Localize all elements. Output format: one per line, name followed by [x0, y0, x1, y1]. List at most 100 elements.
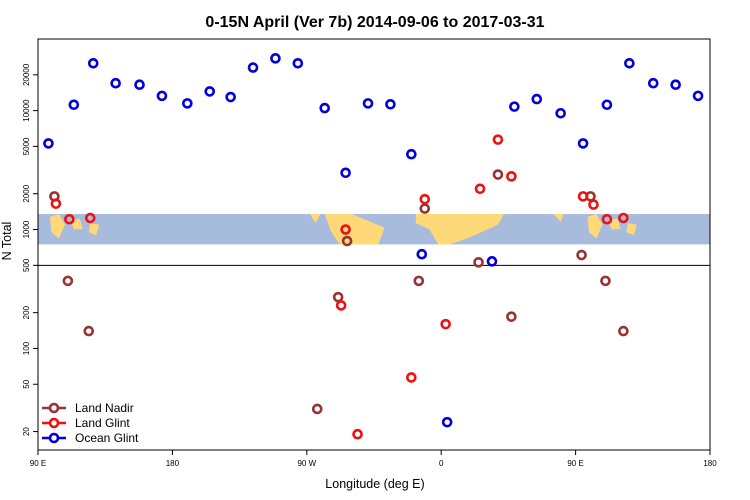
- land-nadir-point: [576, 249, 587, 261]
- land-glint-point: [440, 318, 451, 330]
- land-nadir-point: [311, 403, 323, 415]
- map-land: [415, 214, 504, 245]
- ocean-glint-point: [270, 53, 281, 64]
- land-glint-point: [419, 193, 431, 205]
- legend-swatch-marker: [48, 417, 60, 429]
- x-tick-label: 180: [703, 459, 717, 468]
- map-land: [49, 214, 65, 239]
- x-tick-label: 90 E: [567, 459, 583, 468]
- ocean-glint-point: [225, 91, 236, 103]
- y-tick-label: 1000: [22, 220, 31, 238]
- land-glint-point: [406, 372, 417, 383]
- map-land: [88, 223, 100, 236]
- y-tick-label: 500: [22, 258, 31, 272]
- ocean-glint-point: [555, 107, 566, 119]
- legend-label: Land Nadir: [75, 401, 134, 415]
- y-tick-label: 100: [22, 341, 31, 355]
- ocean-glint-point: [406, 148, 417, 160]
- land-nadir-point: [600, 275, 611, 287]
- ocean-glint-point: [441, 416, 453, 428]
- ocean-glint-point: [43, 138, 54, 149]
- land-glint-point: [64, 213, 75, 225]
- y-axis-label: N Total: [0, 222, 14, 261]
- chart-title: 0-15N April (Ver 7b) 2014-09-06 to 2017-…: [205, 14, 544, 31]
- x-tick-label: 90 W: [297, 459, 316, 468]
- x-axis: 90 E 180 90 W 0 90 E 180: [30, 450, 717, 468]
- y-tick-label: 20000: [22, 63, 31, 86]
- ocean-glint-point: [87, 57, 99, 69]
- ocean-glint-point: [601, 99, 613, 111]
- land-glint-point: [506, 171, 517, 182]
- land-glint-point: [474, 183, 486, 195]
- land-nadir-point: [341, 235, 353, 247]
- ocean-glint-point: [204, 86, 216, 97]
- land-glint-point: [340, 224, 351, 235]
- map-land: [553, 214, 564, 222]
- land-nadir-point: [332, 291, 344, 303]
- land-nadir-point: [618, 325, 629, 337]
- x-tick-label: 180: [166, 459, 180, 468]
- x-tick-label: 90 E: [30, 459, 46, 468]
- legend-item-ocean-glint: Ocean Glint: [42, 431, 139, 445]
- legend-label: Ocean Glint: [75, 431, 139, 445]
- plot-frame: [37, 38, 711, 451]
- land-glint-point: [588, 199, 599, 210]
- legend-item-land-nadir: Land Nadir: [42, 401, 134, 415]
- ocean-glint-point: [362, 98, 374, 109]
- ocean-glint-point: [624, 57, 635, 69]
- x-tick-label: 0: [439, 459, 444, 468]
- land-nadir-point: [473, 257, 484, 268]
- y-tick-label: 20: [22, 427, 31, 436]
- land-glint-point: [50, 198, 62, 209]
- y-tick-label: 10000: [22, 99, 31, 122]
- ocean-glint-point: [577, 138, 589, 149]
- ocean-glint-point: [247, 62, 259, 73]
- map-land: [309, 214, 321, 224]
- y-axis: 20 50 100 200 500 1000 2000 5000 10000 20000: [22, 63, 38, 436]
- ocean-glint-point: [68, 99, 80, 111]
- land-glint-point: [84, 212, 96, 224]
- ocean-glint-point: [692, 90, 704, 102]
- x-axis-label: Longitude (deg E): [325, 477, 424, 491]
- map-land: [626, 223, 637, 236]
- world-map-band: [38, 214, 710, 245]
- land-glint-point: [577, 191, 589, 202]
- ocean-glint-point: [319, 102, 331, 114]
- ocean-glint-point: [416, 248, 428, 260]
- ocean-glint-point: [134, 79, 145, 91]
- map-land: [587, 214, 603, 239]
- land-nadir-point: [506, 311, 517, 322]
- legend-swatch-marker: [48, 432, 60, 444]
- data-points: [43, 53, 704, 440]
- ocean-glint-point: [292, 57, 304, 69]
- land-nadir-point: [492, 169, 504, 180]
- y-tick-label: 50: [22, 379, 31, 388]
- land-glint-point: [618, 212, 629, 224]
- ocean-glint-point: [156, 90, 168, 102]
- land-nadir-point: [419, 203, 431, 214]
- land-nadir-point: [413, 275, 425, 287]
- ocean-glint-point: [110, 77, 121, 89]
- ocean-glint-point: [340, 167, 351, 179]
- land-glint-point: [335, 300, 347, 311]
- map-land: [324, 214, 385, 245]
- y-tick-label: 2000: [22, 184, 31, 202]
- ocean-glint-point: [647, 77, 659, 89]
- land-nadir-point: [62, 275, 74, 287]
- legend-item-land-glint: Land Glint: [42, 416, 130, 430]
- ocean-glint-point: [509, 101, 520, 112]
- land-nadir-point: [83, 325, 95, 337]
- legend-swatch-marker: [48, 402, 60, 414]
- y-tick-label: 5000: [22, 137, 31, 155]
- ocean-glint-point: [486, 256, 498, 267]
- land-glint-point: [492, 134, 504, 145]
- y-tick-label: 200: [22, 305, 31, 319]
- legend-label: Land Glint: [75, 416, 130, 430]
- ocean-glint-point: [670, 79, 681, 91]
- ocean-glint-point: [385, 98, 396, 110]
- land-glint-point: [601, 213, 613, 225]
- land-glint-point: [352, 428, 363, 440]
